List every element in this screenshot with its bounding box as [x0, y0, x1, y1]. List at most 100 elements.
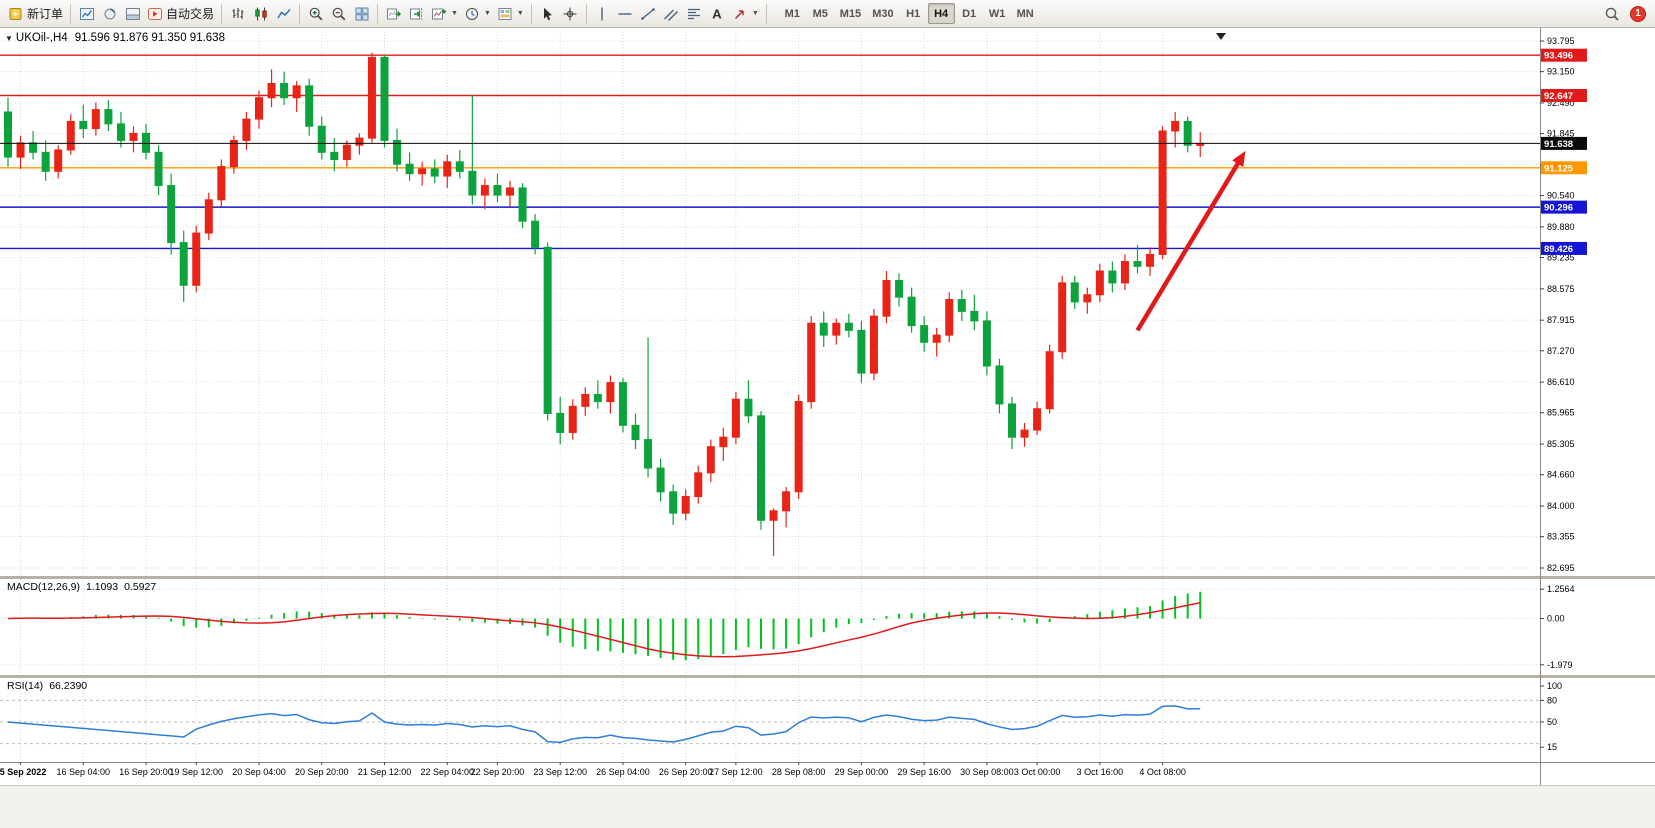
templates-button[interactable]: ▼ [494, 2, 527, 26]
arrows-tool-button[interactable]: ▼ [729, 2, 762, 26]
candle-down [1070, 282, 1079, 303]
indicators-button[interactable]: ▼ [428, 2, 461, 26]
price-axis-label: 87.270 [1547, 346, 1575, 356]
horizontal-line-icon [618, 12, 632, 15]
crosshair-button[interactable] [559, 2, 582, 26]
equidistant-channel-button[interactable] [660, 2, 683, 26]
current-bar-marker [1216, 33, 1226, 40]
candle-up [1045, 351, 1054, 410]
navigator-icon [104, 8, 116, 19]
toolbar-right: 1 [1600, 2, 1650, 26]
autotrading-label: 自动交易 [166, 7, 215, 21]
price-axis-label: 88.575 [1547, 284, 1575, 294]
time-axis-label: 15 Sep 2022 [0, 767, 46, 777]
timeframe-button-M30[interactable]: M30 [867, 3, 898, 24]
timeframe-button-M1[interactable]: M1 [779, 3, 806, 24]
candle-up [355, 137, 364, 146]
timeframe-button-D1[interactable]: D1 [956, 3, 983, 24]
panel-separator[interactable] [0, 675, 1655, 678]
candle-down [618, 382, 627, 426]
candle-down [920, 325, 929, 343]
panel-separator[interactable] [0, 576, 1655, 579]
ohlc-values: 91.596 91.876 91.350 91.638 [74, 32, 225, 44]
candle-up [1120, 261, 1129, 284]
dropdown-arrow-icon: ▼ [451, 10, 458, 17]
horizontal-line-button[interactable] [614, 2, 637, 26]
terminal-button[interactable] [121, 2, 144, 26]
vertical-line-button[interactable] [591, 2, 614, 26]
candle-up [418, 168, 427, 175]
trend-arrow-head[interactable] [1232, 150, 1246, 168]
chart-canvas[interactable]: 93.79593.15092.49091.84591.18590.54089.8… [0, 28, 1655, 785]
macd-histogram [19, 591, 1202, 661]
autoscroll-button[interactable] [382, 2, 405, 26]
price-axis-label: 89.880 [1547, 222, 1575, 232]
candle-down [757, 415, 765, 521]
fibonacci-button[interactable] [683, 2, 706, 26]
candle-up [769, 510, 778, 521]
new-order-button[interactable]: 新订单 [5, 2, 66, 26]
candle-up [568, 405, 577, 433]
market-watch-button[interactable] [75, 2, 98, 26]
rsi-axis-label: 80 [1547, 695, 1557, 705]
candlestick-chart-button[interactable] [249, 2, 272, 26]
candle-up [882, 280, 891, 317]
price-axis-label: 93.150 [1547, 67, 1575, 77]
candle-up [16, 142, 25, 158]
time-axis-label: 16 Sep 04:00 [57, 767, 111, 777]
candle-up [782, 491, 791, 512]
search-button[interactable] [1600, 2, 1623, 26]
dropdown-arrow-icon: ▼ [516, 10, 524, 17]
candle-down [455, 161, 464, 172]
macd-name: MACD(12,26,9) [7, 581, 80, 593]
price-tag-90.296-text: 90.296 [1544, 203, 1573, 214]
time-axis-label: 3 Oct 00:00 [1014, 767, 1061, 777]
autotrading-button[interactable]: 自动交易 [144, 2, 217, 26]
market-watch-icon [79, 7, 94, 20]
zoom-out-icon [332, 7, 345, 20]
time-axis-label: 20 Sep 04:00 [232, 767, 286, 777]
terminal-icon [125, 7, 140, 20]
trend-arrow[interactable] [1135, 154, 1245, 332]
price-axis[interactable]: 93.79593.15092.49091.84591.18590.54089.8… [1540, 36, 1575, 752]
symbol-dropdown-icon[interactable]: ▼ [5, 34, 13, 43]
zoom-in-button[interactable] [304, 2, 327, 26]
candle-down [844, 322, 853, 331]
timeframe-button-M5[interactable]: M5 [807, 3, 834, 24]
trendline-button[interactable] [637, 2, 660, 26]
crosshair-icon [563, 7, 577, 20]
text-tool-button[interactable]: A [706, 2, 729, 26]
price-axis-label: 83.355 [1547, 532, 1575, 542]
candle-down [393, 139, 402, 165]
cursor-button[interactable] [536, 2, 559, 26]
candle-down [556, 412, 565, 433]
periods-button[interactable]: ▼ [461, 2, 494, 26]
hline-objects[interactable] [0, 54, 1540, 250]
tile-windows-button[interactable] [350, 2, 373, 26]
candle-down [1133, 261, 1142, 267]
timeframe-button-M15[interactable]: M15 [835, 3, 866, 24]
candle-up [1146, 253, 1155, 267]
candle-up [606, 382, 615, 403]
navigator-button[interactable] [98, 2, 121, 26]
candle-up [192, 232, 201, 286]
rsi-axis-label: 15 [1547, 742, 1557, 752]
price-tag-89.426-text: 89.426 [1544, 244, 1573, 255]
price-tag-91.125-text: 91.125 [1544, 163, 1574, 174]
candle-down [430, 168, 439, 177]
notification-badge[interactable]: 1 [1630, 5, 1646, 22]
chart-region: 93.79593.15092.49091.84591.18590.54089.8… [0, 28, 1655, 828]
price-tag-92.647 [1541, 89, 1587, 103]
chart-shift-button[interactable] [405, 2, 428, 26]
timeframe-button-H1[interactable]: H1 [900, 3, 927, 24]
macd-signal-line [7, 602, 1201, 658]
toolbar-separator [299, 3, 301, 24]
timeframe-button-H4[interactable]: H4 [927, 3, 955, 24]
line-chart-button[interactable] [272, 2, 295, 26]
zoom-out-button[interactable] [327, 2, 350, 26]
candle-down [380, 56, 389, 141]
timeframe-button-MN[interactable]: MN [1012, 3, 1039, 24]
timeframe-button-W1[interactable]: W1 [984, 3, 1011, 24]
bar-chart-button[interactable] [226, 2, 249, 26]
